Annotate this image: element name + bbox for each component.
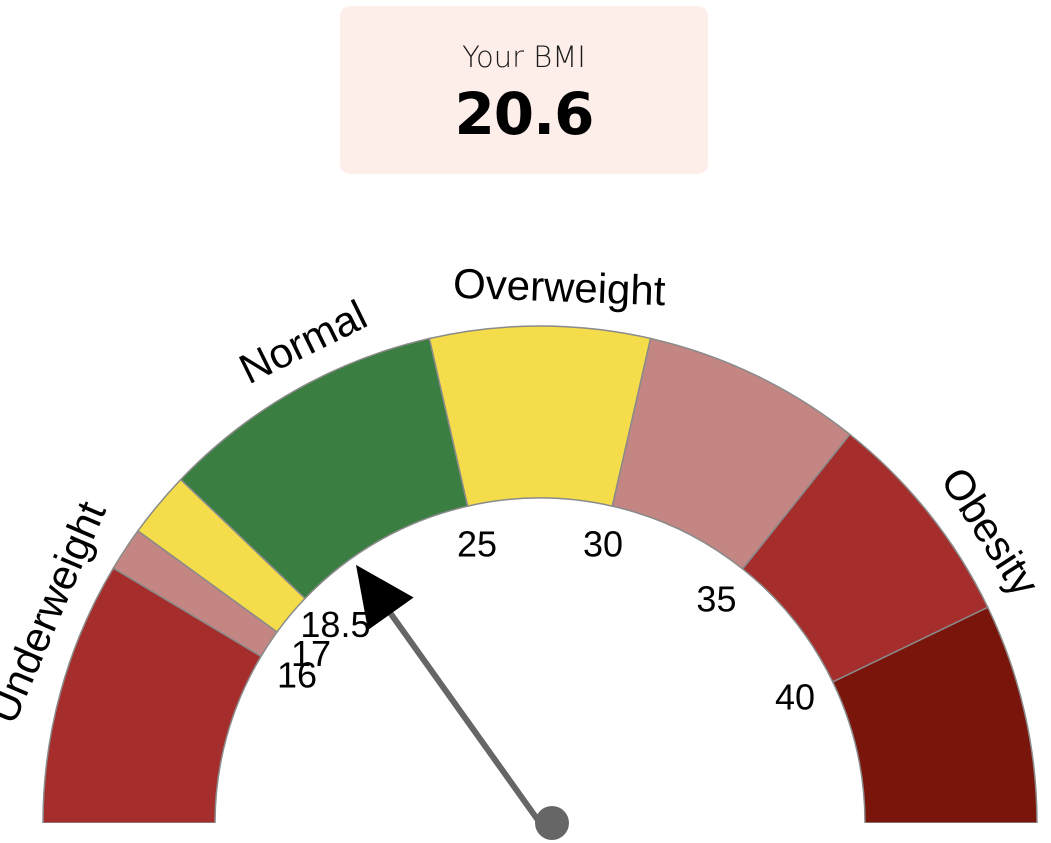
gauge-segment (831, 606, 1038, 823)
gauge-segment (428, 325, 652, 508)
gauge-needle-shaft (387, 610, 543, 826)
bmi-result-label: Your BMI (462, 40, 586, 74)
gauge-tick-label: 17 (291, 633, 331, 674)
gauge-needle-arrowhead (355, 564, 414, 630)
bmi-result-card: Your BMI 20.6 (340, 6, 708, 174)
bmi-result-value: 20.6 (454, 80, 594, 148)
gauge-tick-label: 35 (696, 578, 736, 619)
gauge-tick-label: 18.5 (300, 604, 370, 645)
gauge-tick-label: 30 (583, 524, 623, 565)
gauge-needle-hub (535, 806, 569, 840)
gauge-tick-label: 40 (775, 677, 815, 718)
gauge-tick-label: 25 (457, 524, 497, 565)
gauge-tick-label: 16 (277, 654, 317, 695)
gauge-band-label: Overweight (452, 260, 666, 315)
